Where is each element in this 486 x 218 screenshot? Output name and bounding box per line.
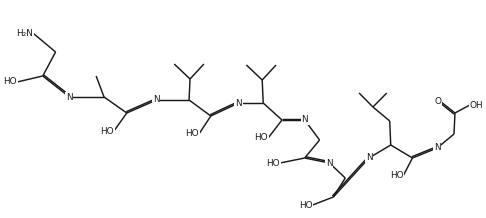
Text: H₂N: H₂N [16, 29, 33, 37]
Text: N: N [434, 143, 440, 153]
Text: N: N [235, 99, 242, 107]
Text: HO: HO [255, 133, 268, 143]
Text: HO: HO [390, 170, 403, 179]
Text: OH: OH [470, 100, 484, 109]
Text: O: O [434, 97, 441, 107]
Text: N: N [326, 158, 333, 167]
Text: N: N [153, 95, 160, 104]
Text: N: N [66, 92, 73, 102]
Text: HO: HO [299, 201, 312, 209]
Text: N: N [301, 116, 308, 124]
Text: N: N [365, 153, 372, 162]
Text: HO: HO [266, 158, 280, 167]
Text: HO: HO [185, 129, 199, 138]
Text: HO: HO [100, 126, 114, 136]
Text: HO: HO [3, 78, 17, 87]
